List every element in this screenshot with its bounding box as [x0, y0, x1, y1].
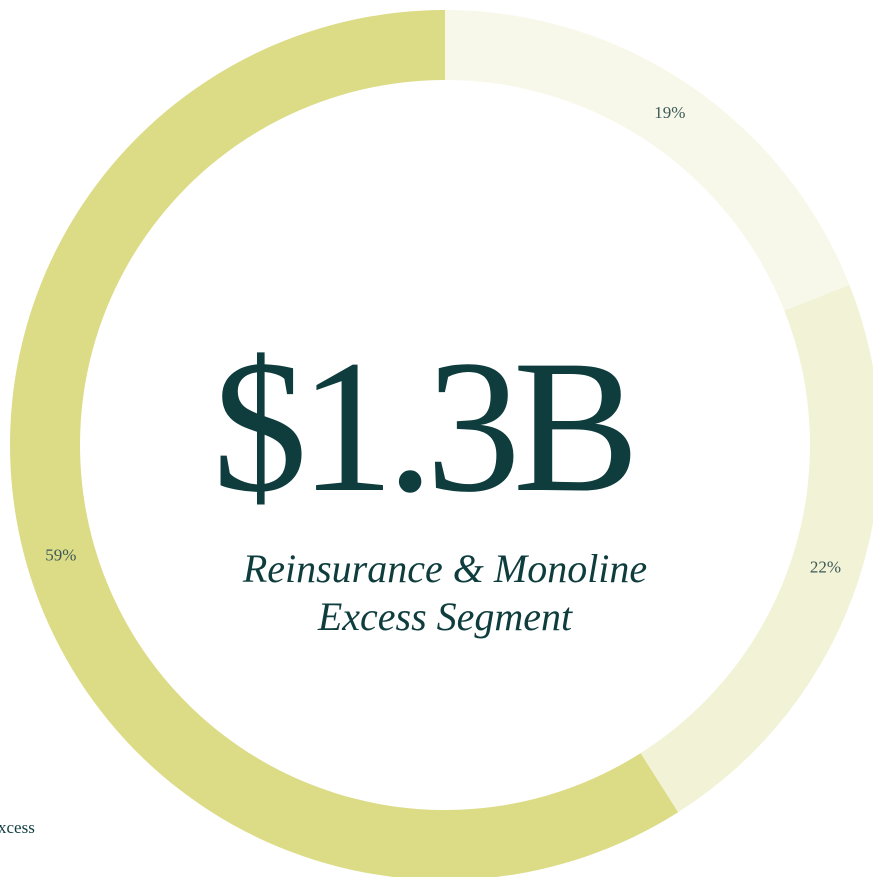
center-value: $1.3B [212, 322, 631, 532]
legend-fragment: xcess [0, 818, 35, 837]
data-label: 59% [45, 546, 76, 565]
data-label: 19% [654, 103, 685, 122]
donut-segment [640, 284, 873, 813]
donut-segment [10, 10, 679, 877]
data-label: 22% [810, 558, 841, 577]
subtitle-line: Excess Segment [317, 594, 573, 639]
subtitle-line: Reinsurance & Monoline [242, 546, 647, 591]
donut-segment [445, 10, 850, 311]
